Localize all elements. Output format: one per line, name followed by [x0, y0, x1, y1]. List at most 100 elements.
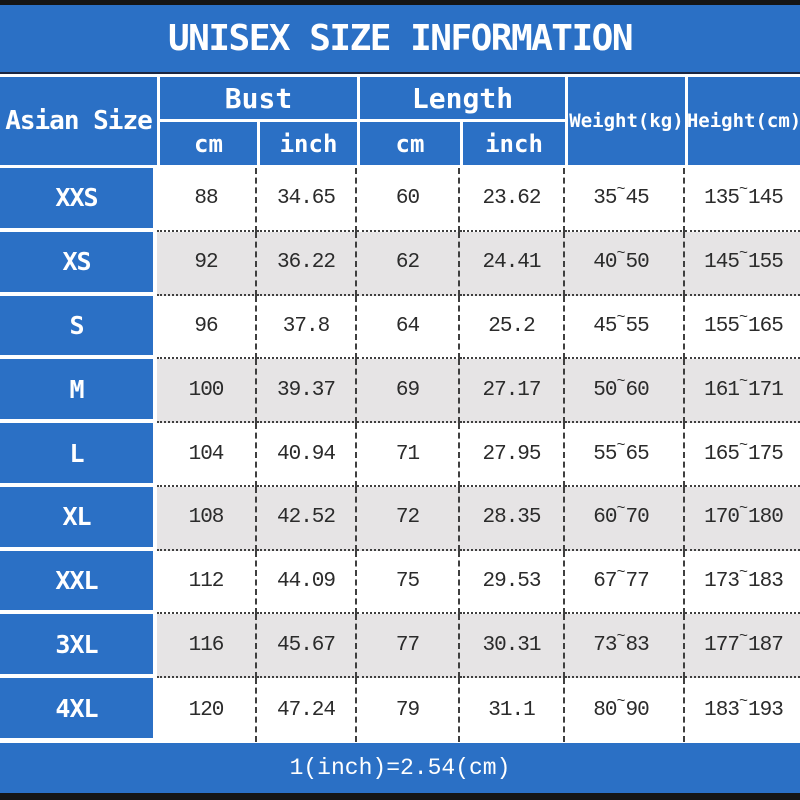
height-max: 180 [748, 506, 784, 530]
weight-min: 60 [593, 506, 617, 530]
header-length-inch: inch [460, 119, 565, 165]
top-border-bar [0, 0, 800, 5]
length-cm-value: 62 [357, 231, 460, 296]
weight-min: 45 [593, 314, 617, 338]
bust-inch-value: 39.37 [257, 359, 357, 424]
bust-cm-value: 92 [157, 231, 257, 296]
banner-divider-white [0, 74, 800, 77]
height-range: 161 ~ 171 [685, 359, 800, 424]
tilde-symbol: ~ [738, 372, 748, 390]
length-cm-value: 79 [357, 678, 460, 743]
weight-max: 65 [625, 442, 650, 466]
height-max: 171 [748, 378, 784, 402]
weight-range: 50 ~ 60 [565, 359, 685, 424]
footer-divider [0, 742, 800, 743]
length-cm-value: 60 [357, 168, 460, 232]
height-min: 145 [704, 251, 740, 275]
size-label: 4XL [0, 678, 157, 743]
height-max: 193 [748, 698, 784, 722]
tilde-symbol: ~ [738, 692, 748, 710]
size-label: XXL [0, 550, 157, 615]
weight-range: 67 ~ 77 [565, 550, 685, 615]
weight-max: 50 [625, 251, 650, 275]
height-max: 183 [748, 570, 784, 594]
footer-note-bar: 1(inch)=2.54(cm) [0, 743, 800, 793]
bust-inch-value: 36.22 [257, 231, 357, 296]
bust-cm-value: 108 [157, 486, 257, 551]
size-label: M [0, 359, 157, 424]
bust-cm-value: 100 [157, 359, 257, 424]
weight-max: 77 [625, 570, 650, 594]
height-max: 145 [748, 187, 784, 211]
bust-inch-value: 40.94 [257, 423, 357, 487]
length-cm-value: 75 [357, 550, 460, 615]
weight-min: 40 [593, 251, 617, 275]
table-row: 3XL 116 45.67 77 30.31 73 ~ 83 177 ~ 187 [0, 614, 800, 679]
tilde-symbol: ~ [616, 436, 626, 454]
header-bust-inch: inch [257, 119, 357, 165]
height-min: 161 [704, 378, 740, 402]
bust-cm-value: 120 [157, 678, 257, 743]
weight-max: 60 [625, 378, 650, 402]
height-max: 165 [748, 314, 784, 338]
height-max: 175 [748, 442, 784, 466]
tilde-symbol: ~ [738, 500, 748, 518]
height-range: 165 ~ 175 [685, 423, 800, 487]
height-max: 155 [748, 251, 784, 275]
size-label: L [0, 423, 157, 487]
bust-cm-value: 96 [157, 295, 257, 360]
bust-cm-value: 104 [157, 423, 257, 487]
table-header: Asian Size Bust Length Weight(kg) Height… [0, 77, 800, 168]
header-length-cm: cm [357, 119, 460, 165]
length-inch-value: 25.2 [460, 295, 565, 360]
height-min: 170 [704, 506, 740, 530]
height-min: 155 [704, 314, 740, 338]
bust-inch-value: 34.65 [257, 168, 357, 232]
size-label: S [0, 295, 157, 360]
table-row: XXS 88 34.65 60 23.62 35 ~ 45 135 ~ 145 [0, 168, 800, 232]
header-bust: Bust [157, 77, 357, 119]
table-row: S 96 37.8 64 25.2 45 ~ 55 155 ~ 165 [0, 295, 800, 360]
tilde-symbol: ~ [616, 245, 626, 263]
table-row: 4XL 120 47.24 79 31.1 80 ~ 90 183 ~ 193 [0, 678, 800, 743]
bust-cm-value: 116 [157, 614, 257, 679]
height-min: 183 [704, 698, 740, 722]
weight-min: 35 [593, 187, 617, 211]
weight-min: 50 [593, 378, 617, 402]
height-range: 135 ~ 145 [685, 168, 800, 232]
weight-range: 40 ~ 50 [565, 231, 685, 296]
weight-range: 80 ~ 90 [565, 678, 685, 743]
length-inch-value: 28.35 [460, 486, 565, 551]
table-row: XXL 112 44.09 75 29.53 67 ~ 77 173 ~ 183 [0, 550, 800, 615]
header-height: Height(cm) [685, 77, 800, 165]
bust-inch-value: 37.8 [257, 295, 357, 360]
weight-range: 73 ~ 83 [565, 614, 685, 679]
height-range: 170 ~ 180 [685, 486, 800, 551]
weight-range: 45 ~ 55 [565, 295, 685, 360]
weight-min: 73 [593, 633, 617, 657]
tilde-symbol: ~ [738, 564, 748, 582]
height-min: 165 [704, 442, 740, 466]
length-cm-value: 77 [357, 614, 460, 679]
length-cm-value: 69 [357, 359, 460, 424]
table-row: XS 92 36.22 62 24.41 40 ~ 50 145 ~ 155 [0, 231, 800, 296]
height-range: 183 ~ 193 [685, 678, 800, 743]
tilde-symbol: ~ [616, 181, 626, 199]
tilde-symbol: ~ [616, 692, 626, 710]
weight-max: 90 [625, 698, 650, 722]
length-cm-value: 72 [357, 486, 460, 551]
size-label: XXS [0, 168, 157, 232]
bust-cm-value: 112 [157, 550, 257, 615]
banner-divider-dark [0, 72, 800, 74]
length-cm-value: 71 [357, 423, 460, 487]
length-inch-value: 29.53 [460, 550, 565, 615]
size-label: 3XL [0, 614, 157, 679]
tilde-symbol: ~ [616, 564, 626, 582]
tilde-symbol: ~ [738, 245, 748, 263]
height-max: 187 [748, 633, 784, 657]
length-inch-value: 27.95 [460, 423, 565, 487]
weight-range: 35 ~ 45 [565, 168, 685, 232]
weight-min: 80 [593, 698, 617, 722]
length-inch-value: 24.41 [460, 231, 565, 296]
weight-range: 60 ~ 70 [565, 486, 685, 551]
